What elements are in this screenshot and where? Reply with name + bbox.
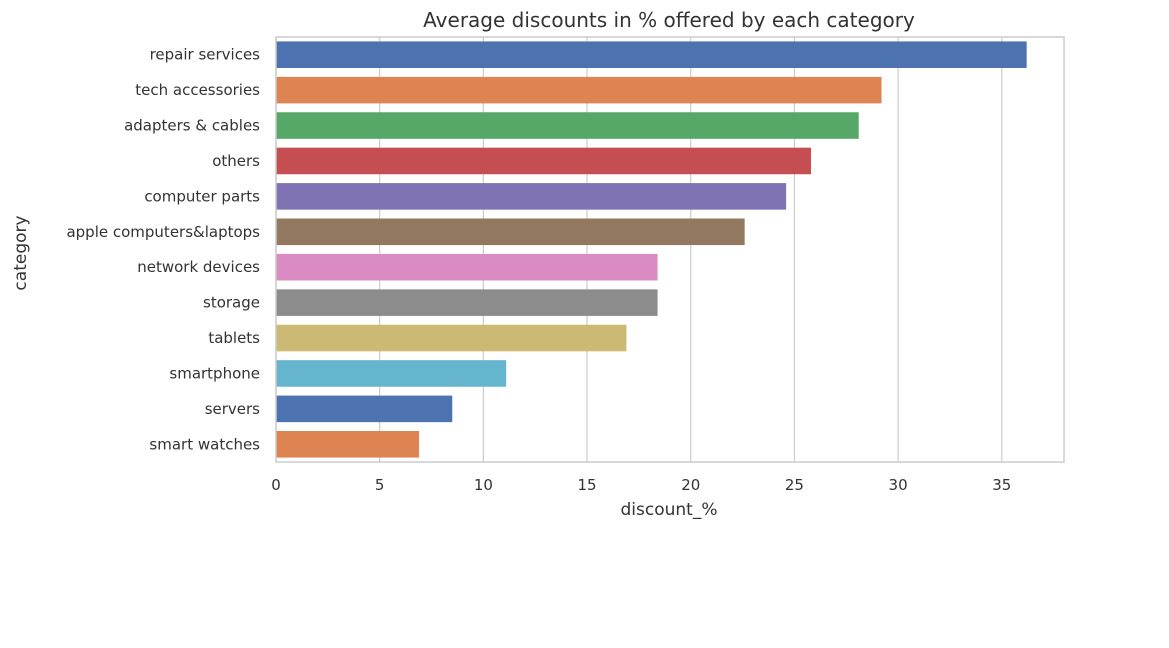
y-tick-label-7: storage	[203, 294, 260, 312]
x-tick-label-7: 35	[992, 476, 1011, 494]
x-tick-label-6: 30	[889, 476, 908, 494]
y-tick-label-5: apple computers&laptops	[66, 223, 260, 241]
y-tick-label-4: computer parts	[144, 187, 260, 205]
y-tick-label-0: repair services	[150, 46, 261, 64]
y-tick-label-6: network devices	[137, 258, 260, 276]
y-tick-label-1: tech accessories	[135, 81, 260, 99]
plot-area-frame	[275, 36, 1065, 463]
y-tick-label-10: servers	[205, 400, 260, 418]
x-tick-label-0: 0	[271, 476, 281, 494]
x-tick-label-1: 5	[375, 476, 385, 494]
bar-5	[276, 218, 745, 246]
bar-0	[276, 41, 1027, 68]
bar-8	[276, 324, 627, 352]
bar-10	[276, 395, 453, 423]
bar-1	[276, 76, 882, 104]
bar-3	[276, 147, 812, 175]
grid-lines	[275, 37, 1003, 462]
chart-title: Average discounts in % offered by each c…	[423, 8, 915, 32]
x-tick-label-5: 25	[785, 476, 804, 494]
y-axis-label: category	[11, 215, 31, 290]
bar-7	[276, 289, 658, 316]
x-tick-label-4: 20	[681, 476, 700, 494]
bars	[276, 41, 1027, 458]
y-tick-label-3: others	[212, 152, 260, 170]
bar-2	[276, 112, 859, 139]
bar-6	[276, 253, 658, 281]
y-tick-label-2: adapters & cables	[124, 117, 260, 135]
bar-4	[276, 183, 787, 210]
y-tick-label-11: smart watches	[149, 435, 260, 453]
x-tick-labels: 0 5 10 15 20 25 30 35	[271, 476, 1011, 494]
y-tick-labels: repair services tech accessories adapters …	[66, 46, 260, 454]
x-tick-label-3: 15	[578, 476, 597, 494]
bar-11	[276, 431, 420, 458]
bar-9	[276, 360, 507, 387]
x-tick-label-2: 10	[474, 476, 493, 494]
y-tick-label-9: smartphone	[169, 364, 260, 382]
y-tick-label-8: tablets	[208, 329, 260, 347]
x-axis-label: discount_%	[621, 500, 718, 520]
